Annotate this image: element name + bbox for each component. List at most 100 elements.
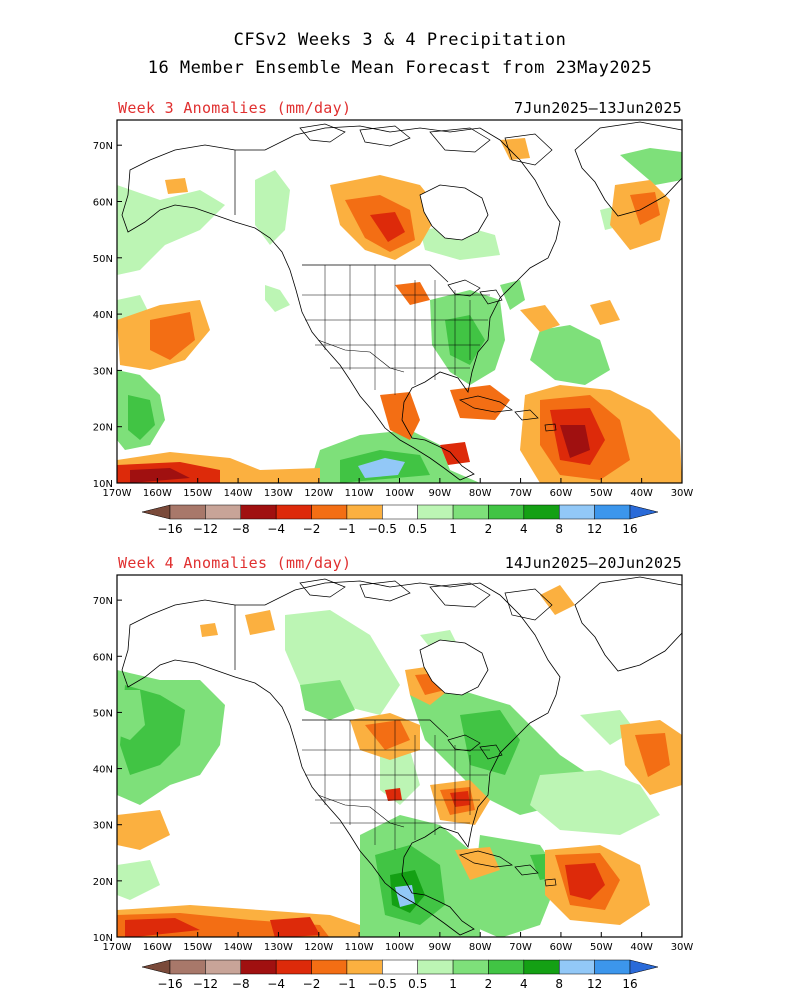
- colorbar-swatch: [417, 959, 454, 975]
- colorbar-label: 8: [555, 977, 563, 991]
- colorbar-label: 1: [449, 522, 457, 536]
- colorbar-label: −1: [338, 977, 356, 991]
- lon-tick-label: 110W: [345, 488, 374, 499]
- lat-tick-label: 60N: [93, 198, 113, 209]
- colorbar-label: −12: [193, 522, 218, 536]
- lat-tick-label: 10N: [93, 933, 113, 944]
- lat-tick-label: 70N: [93, 596, 113, 607]
- colorbar-swatch: [311, 959, 348, 975]
- colorbar-arrow-left: [141, 504, 171, 520]
- lon-tick-label: 150W: [183, 488, 212, 499]
- title-line-1: CFSv2 Weeks 3 & 4 Precipitation: [233, 30, 567, 50]
- lon-tick-label: 50W: [590, 488, 613, 499]
- colorbar-label: 4: [520, 977, 528, 991]
- lat-tick-label: 40N: [93, 765, 113, 776]
- lon-tick-label: 80W: [469, 488, 492, 499]
- colorbar-label: −4: [267, 522, 285, 536]
- colorbar-swatch: [275, 959, 312, 975]
- colorbar-swatch: [452, 959, 489, 975]
- lon-tick-label: 60W: [550, 942, 573, 953]
- colorbar-swatch: [205, 504, 242, 520]
- colorbar-swatch: [275, 504, 312, 520]
- colorbar-arrow-right: [629, 959, 659, 975]
- lon-tick-label: 60W: [550, 488, 573, 499]
- lat-tick-label: 30N: [93, 821, 113, 832]
- colorbar-label: −16: [157, 977, 182, 991]
- week3-dates: 7Jun2025–13Jun2025: [514, 99, 682, 117]
- colorbar-label: −8: [232, 977, 250, 991]
- lon-tick-label: 100W: [385, 942, 414, 953]
- colorbar-arrow-left: [141, 959, 171, 975]
- colorbar-swatch: [346, 959, 383, 975]
- title-line-2: 16 Member Ensemble Mean Forecast from 23…: [147, 58, 653, 78]
- colorbar-swatch: [488, 959, 525, 975]
- lat-tick-label: 70N: [93, 141, 113, 152]
- lon-tick-label: 120W: [304, 488, 333, 499]
- lon-tick-label: 120W: [304, 942, 333, 953]
- colorbar-label: −2: [303, 977, 321, 991]
- colorbar-swatch: [382, 959, 418, 975]
- colorbar-label: −8: [232, 522, 250, 536]
- colorbar-label: −2: [303, 522, 321, 536]
- colorbar-swatch: [523, 959, 560, 975]
- lat-tick-label: 20N: [93, 423, 113, 434]
- lat-tick-label: 50N: [93, 254, 113, 265]
- colorbar-label: 8: [555, 522, 563, 536]
- colorbar-label: 0.5: [408, 522, 427, 536]
- lon-tick-label: 90W: [429, 488, 452, 499]
- colorbar-label: 12: [587, 522, 602, 536]
- week4-map: [117, 575, 682, 937]
- colorbar-label: −12: [193, 977, 218, 991]
- colorbar-swatch: [382, 504, 418, 520]
- lon-tick-label: 80W: [469, 942, 492, 953]
- lon-tick-label: 140W: [224, 942, 253, 953]
- colorbar-label: −16: [157, 522, 182, 536]
- lon-tick-label: 50W: [590, 942, 613, 953]
- colorbar-swatch: [594, 504, 631, 520]
- colorbar-label: −1: [338, 522, 356, 536]
- week4-dates: 14Jun2025–20Jun2025: [504, 554, 682, 572]
- lon-tick-label: 110W: [345, 942, 374, 953]
- colorbar-swatch: [346, 504, 383, 520]
- colorbar-label: 4: [520, 522, 528, 536]
- colorbar-swatch: [558, 504, 595, 520]
- lon-tick-label: 90W: [429, 942, 452, 953]
- lon-tick-label: 70W: [509, 488, 532, 499]
- colorbar-swatch: [205, 959, 242, 975]
- lon-tick-label: 30W: [671, 942, 694, 953]
- week4-label: Week 4 Anomalies (mm/day): [118, 554, 352, 572]
- colorbar-swatch: [523, 504, 560, 520]
- colorbar-swatch: [488, 504, 525, 520]
- colorbar-swatch: [594, 959, 631, 975]
- lon-tick-label: 160W: [143, 488, 172, 499]
- lat-tick-label: 50N: [93, 708, 113, 719]
- lon-tick-label: 130W: [264, 942, 293, 953]
- colorbar-label: 2: [485, 522, 493, 536]
- lon-tick-label: 140W: [224, 488, 253, 499]
- lon-tick-label: 170W: [103, 942, 132, 953]
- colorbar-arrow-right: [629, 504, 659, 520]
- lon-tick-label: 100W: [385, 488, 414, 499]
- lat-tick-label: 10N: [93, 479, 113, 490]
- lat-tick-label: 40N: [93, 310, 113, 321]
- lat-tick-label: 20N: [93, 877, 113, 888]
- colorbar-swatch: [169, 959, 206, 975]
- colorbar-swatch: [452, 504, 489, 520]
- colorbar-label: 2: [485, 977, 493, 991]
- week3-map: [117, 120, 682, 483]
- lon-tick-label: 130W: [264, 488, 293, 499]
- colorbar-label: 16: [622, 977, 637, 991]
- colorbar-label: 1: [449, 977, 457, 991]
- colorbar-swatch: [240, 959, 277, 975]
- week3-label: Week 3 Anomalies (mm/day): [118, 99, 352, 117]
- colorbar-swatch: [169, 504, 206, 520]
- lon-tick-label: 170W: [103, 488, 132, 499]
- lat-tick-label: 60N: [93, 652, 113, 663]
- lon-tick-label: 150W: [183, 942, 212, 953]
- lat-tick-label: 30N: [93, 366, 113, 377]
- colorbar-swatch: [558, 959, 595, 975]
- lon-tick-label: 30W: [671, 488, 694, 499]
- colorbar-label: 0.5: [408, 977, 427, 991]
- colorbar-swatch: [240, 504, 277, 520]
